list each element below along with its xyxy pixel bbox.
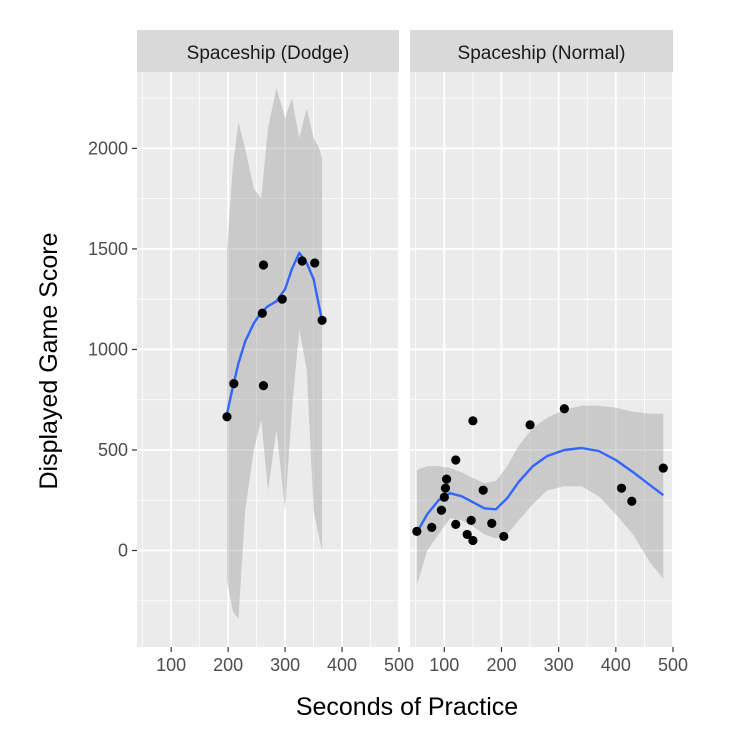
x-tick-label: 300 bbox=[270, 655, 300, 675]
x-tick-label: 400 bbox=[601, 655, 631, 675]
panel-background bbox=[410, 72, 673, 647]
data-point bbox=[559, 404, 569, 414]
y-tick-label: 500 bbox=[98, 440, 128, 460]
data-point bbox=[440, 483, 451, 493]
facet-strip bbox=[137, 30, 399, 72]
data-point bbox=[499, 531, 509, 542]
data-point bbox=[658, 463, 668, 473]
smooth-line bbox=[415, 446, 665, 533]
y-tick-label: 0 bbox=[118, 540, 128, 560]
smooth-line bbox=[225, 251, 324, 415]
facet-panel: Spaceship (Dodge) 100 200 300 400 500 bbox=[137, 30, 414, 675]
confidence-ribbon bbox=[416, 405, 664, 585]
data-point bbox=[441, 474, 452, 484]
y-tick-label: 1500 bbox=[88, 239, 128, 259]
data-point bbox=[468, 416, 478, 426]
x-tick-label: 100 bbox=[429, 655, 459, 675]
data-point bbox=[451, 455, 461, 465]
x-axis-title: Seconds of Practice bbox=[296, 693, 518, 721]
x-tick-label: 200 bbox=[486, 655, 516, 675]
data-point bbox=[310, 258, 320, 268]
data-point bbox=[525, 420, 535, 430]
x-tick-label: 400 bbox=[327, 655, 357, 675]
data-point bbox=[258, 381, 269, 391]
data-point bbox=[439, 492, 449, 502]
data-point bbox=[412, 526, 422, 536]
data-point bbox=[427, 522, 437, 532]
facet-strip-label: Spaceship (Dodge) bbox=[187, 43, 350, 64]
x-tick-label: 200 bbox=[213, 655, 243, 675]
data-point bbox=[487, 518, 497, 528]
x-tick-label: 500 bbox=[658, 655, 688, 675]
data-point bbox=[257, 308, 267, 318]
data-point bbox=[478, 485, 488, 495]
data-point bbox=[462, 529, 472, 540]
data-point bbox=[317, 315, 327, 325]
data-point bbox=[222, 412, 232, 422]
y-tick-label: 1000 bbox=[88, 339, 128, 359]
y-tick-label: 2000 bbox=[88, 138, 128, 158]
data-point bbox=[451, 519, 461, 529]
data-point bbox=[466, 515, 476, 525]
x-tick-label: 100 bbox=[156, 655, 186, 675]
data-point bbox=[616, 483, 627, 493]
data-point bbox=[229, 379, 239, 389]
y-axis-title: Displayed Game Score bbox=[35, 232, 63, 489]
data-point bbox=[297, 256, 307, 266]
x-tick-label: 500 bbox=[384, 655, 414, 675]
data-point bbox=[436, 505, 447, 515]
facet-strip bbox=[410, 30, 673, 72]
facet-strip-label: Spaceship (Normal) bbox=[458, 43, 626, 64]
data-point bbox=[468, 535, 478, 546]
plot-area: 0 500 1000 1500 2000 Spaceship (Dodge) 100 200 3… bbox=[88, 30, 688, 675]
data-point bbox=[258, 260, 269, 270]
facet-panel: Spaceship (Normal) 100 200 300 400 500 bbox=[410, 30, 688, 675]
data-point bbox=[277, 294, 287, 304]
confidence-ribbon bbox=[227, 88, 323, 619]
data-point bbox=[627, 496, 637, 506]
x-tick-label: 300 bbox=[544, 655, 574, 675]
